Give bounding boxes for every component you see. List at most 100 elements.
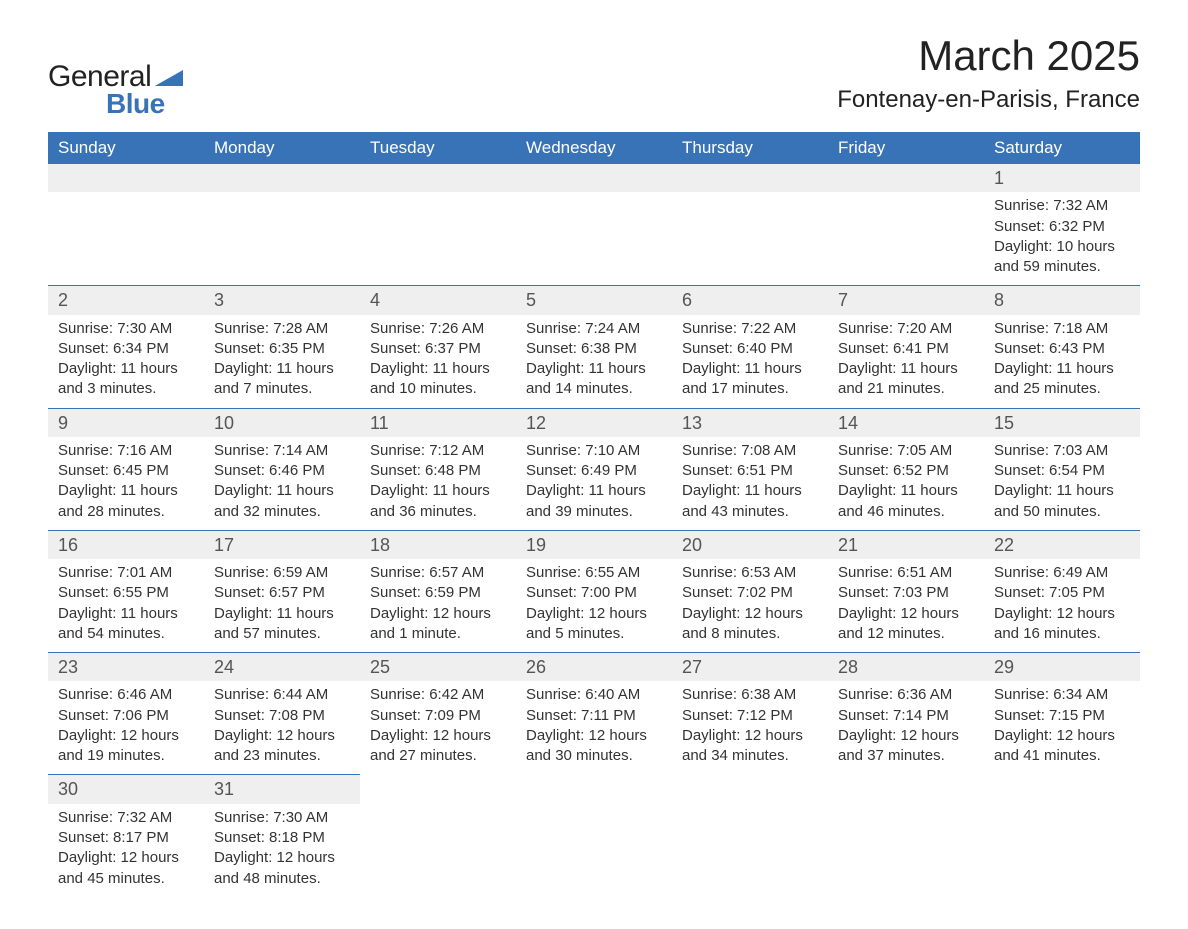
calendar-cell <box>828 774 984 896</box>
calendar-cell <box>516 774 672 896</box>
day-daylight: Daylight: 11 hours and 3 minutes. <box>58 359 194 400</box>
day-sunset: Sunset: 7:02 PM <box>682 583 818 603</box>
calendar-cell <box>48 164 204 285</box>
day-body: Sunrise: 7:08 AMSunset: 6:51 PMDaylight:… <box>672 437 828 530</box>
day-sunrise: Sunrise: 7:08 AM <box>682 441 818 461</box>
day-daylight: Daylight: 12 hours and 12 minutes. <box>838 604 974 645</box>
calendar-cell: 27Sunrise: 6:38 AMSunset: 7:12 PMDayligh… <box>672 652 828 774</box>
day-sunrise: Sunrise: 7:30 AM <box>58 319 194 339</box>
day-number: 17 <box>204 530 360 559</box>
day-body <box>48 192 204 204</box>
day-body: Sunrise: 6:36 AMSunset: 7:14 PMDaylight:… <box>828 681 984 774</box>
day-daylight: Daylight: 12 hours and 30 minutes. <box>526 726 662 767</box>
day-body: Sunrise: 7:01 AMSunset: 6:55 PMDaylight:… <box>48 559 204 652</box>
day-number <box>828 774 984 802</box>
day-sunset: Sunset: 7:03 PM <box>838 583 974 603</box>
day-number: 2 <box>48 285 204 314</box>
day-body: Sunrise: 6:40 AMSunset: 7:11 PMDaylight:… <box>516 681 672 774</box>
day-sunset: Sunset: 6:35 PM <box>214 339 350 359</box>
day-number: 6 <box>672 285 828 314</box>
day-sunset: Sunset: 7:15 PM <box>994 706 1130 726</box>
day-daylight: Daylight: 12 hours and 19 minutes. <box>58 726 194 767</box>
day-header: Thursday <box>672 132 828 164</box>
day-daylight: Daylight: 11 hours and 25 minutes. <box>994 359 1130 400</box>
calendar-cell: 22Sunrise: 6:49 AMSunset: 7:05 PMDayligh… <box>984 530 1140 652</box>
day-number <box>48 164 204 192</box>
day-number: 3 <box>204 285 360 314</box>
calendar-cell: 1Sunrise: 7:32 AMSunset: 6:32 PMDaylight… <box>984 164 1140 285</box>
day-body: Sunrise: 6:42 AMSunset: 7:09 PMDaylight:… <box>360 681 516 774</box>
day-number: 22 <box>984 530 1140 559</box>
day-number: 5 <box>516 285 672 314</box>
day-number: 26 <box>516 652 672 681</box>
day-sunrise: Sunrise: 7:12 AM <box>370 441 506 461</box>
day-sunset: Sunset: 6:52 PM <box>838 461 974 481</box>
day-sunset: Sunset: 7:14 PM <box>838 706 974 726</box>
day-body: Sunrise: 7:32 AMSunset: 6:32 PMDaylight:… <box>984 192 1140 285</box>
day-header: Monday <box>204 132 360 164</box>
calendar-week: 23Sunrise: 6:46 AMSunset: 7:06 PMDayligh… <box>48 652 1140 774</box>
day-sunrise: Sunrise: 7:32 AM <box>58 808 194 828</box>
calendar-cell: 30Sunrise: 7:32 AMSunset: 8:17 PMDayligh… <box>48 774 204 896</box>
day-number: 13 <box>672 408 828 437</box>
day-sunset: Sunset: 6:57 PM <box>214 583 350 603</box>
day-sunset: Sunset: 6:45 PM <box>58 461 194 481</box>
day-number: 10 <box>204 408 360 437</box>
day-sunrise: Sunrise: 7:05 AM <box>838 441 974 461</box>
day-daylight: Daylight: 12 hours and 45 minutes. <box>58 848 194 889</box>
day-sunrise: Sunrise: 6:44 AM <box>214 685 350 705</box>
day-header: Friday <box>828 132 984 164</box>
day-sunset: Sunset: 6:55 PM <box>58 583 194 603</box>
day-sunset: Sunset: 6:49 PM <box>526 461 662 481</box>
day-sunrise: Sunrise: 6:53 AM <box>682 563 818 583</box>
day-daylight: Daylight: 11 hours and 54 minutes. <box>58 604 194 645</box>
day-sunrise: Sunrise: 6:38 AM <box>682 685 818 705</box>
calendar-cell: 9Sunrise: 7:16 AMSunset: 6:45 PMDaylight… <box>48 408 204 530</box>
day-body: Sunrise: 6:49 AMSunset: 7:05 PMDaylight:… <box>984 559 1140 652</box>
calendar-cell: 15Sunrise: 7:03 AMSunset: 6:54 PMDayligh… <box>984 408 1140 530</box>
day-sunrise: Sunrise: 6:51 AM <box>838 563 974 583</box>
calendar-cell <box>360 164 516 285</box>
day-number: 19 <box>516 530 672 559</box>
day-body <box>828 192 984 204</box>
day-number <box>360 774 516 802</box>
calendar-cell: 21Sunrise: 6:51 AMSunset: 7:03 PMDayligh… <box>828 530 984 652</box>
location: Fontenay-en-Parisis, France <box>837 86 1140 114</box>
day-number: 9 <box>48 408 204 437</box>
calendar-cell <box>672 164 828 285</box>
header: General Blue March 2025 Fontenay-en-Pari… <box>48 32 1140 120</box>
day-body: Sunrise: 6:57 AMSunset: 6:59 PMDaylight:… <box>360 559 516 652</box>
day-header: Saturday <box>984 132 1140 164</box>
day-number: 1 <box>984 164 1140 192</box>
day-number: 11 <box>360 408 516 437</box>
calendar-cell: 29Sunrise: 6:34 AMSunset: 7:15 PMDayligh… <box>984 652 1140 774</box>
day-daylight: Daylight: 10 hours and 59 minutes. <box>994 237 1130 278</box>
day-body <box>204 192 360 204</box>
day-number: 29 <box>984 652 1140 681</box>
day-sunrise: Sunrise: 6:34 AM <box>994 685 1130 705</box>
day-sunrise: Sunrise: 6:49 AM <box>994 563 1130 583</box>
day-number: 24 <box>204 652 360 681</box>
day-sunrise: Sunrise: 7:30 AM <box>214 808 350 828</box>
day-body: Sunrise: 7:28 AMSunset: 6:35 PMDaylight:… <box>204 315 360 408</box>
day-daylight: Daylight: 12 hours and 16 minutes. <box>994 604 1130 645</box>
day-daylight: Daylight: 11 hours and 7 minutes. <box>214 359 350 400</box>
calendar-cell: 24Sunrise: 6:44 AMSunset: 7:08 PMDayligh… <box>204 652 360 774</box>
day-body <box>516 192 672 204</box>
day-header-row: SundayMondayTuesdayWednesdayThursdayFrid… <box>48 132 1140 164</box>
day-body: Sunrise: 6:34 AMSunset: 7:15 PMDaylight:… <box>984 681 1140 774</box>
calendar-week: 30Sunrise: 7:32 AMSunset: 8:17 PMDayligh… <box>48 774 1140 896</box>
day-sunset: Sunset: 7:05 PM <box>994 583 1130 603</box>
day-sunrise: Sunrise: 6:55 AM <box>526 563 662 583</box>
day-daylight: Daylight: 11 hours and 57 minutes. <box>214 604 350 645</box>
day-number <box>828 164 984 192</box>
calendar-cell <box>828 164 984 285</box>
calendar-cell: 17Sunrise: 6:59 AMSunset: 6:57 PMDayligh… <box>204 530 360 652</box>
calendar-cell: 31Sunrise: 7:30 AMSunset: 8:18 PMDayligh… <box>204 774 360 896</box>
day-body: Sunrise: 6:44 AMSunset: 7:08 PMDaylight:… <box>204 681 360 774</box>
day-sunset: Sunset: 6:32 PM <box>994 217 1130 237</box>
calendar-week: 16Sunrise: 7:01 AMSunset: 6:55 PMDayligh… <box>48 530 1140 652</box>
day-body <box>672 192 828 204</box>
day-number: 18 <box>360 530 516 559</box>
calendar-cell: 11Sunrise: 7:12 AMSunset: 6:48 PMDayligh… <box>360 408 516 530</box>
